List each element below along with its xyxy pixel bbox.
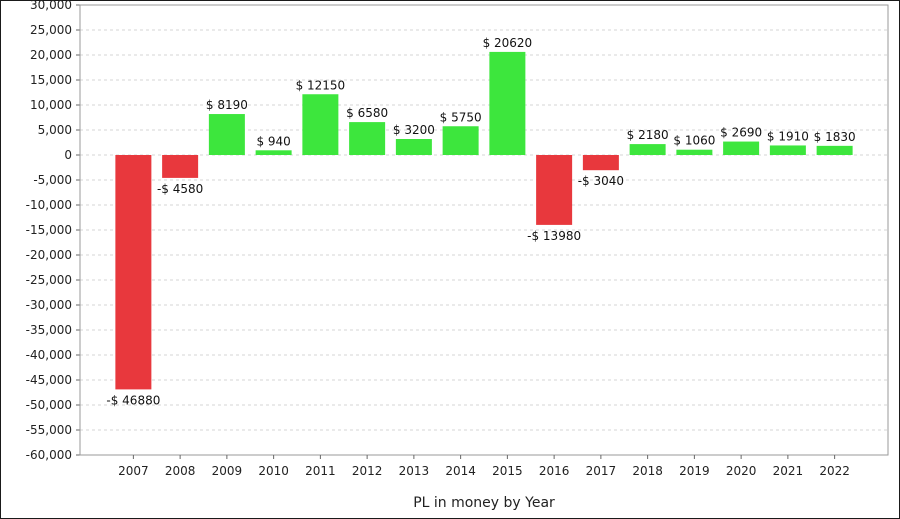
- gridlines: [80, 4, 888, 456]
- bar-2015: [489, 51, 526, 155]
- bar-2014: [442, 126, 479, 155]
- x-tick-label: 2020: [726, 464, 757, 478]
- bar-2019: [676, 149, 713, 155]
- data-label-2022: $ 1830: [814, 130, 856, 144]
- y-tick-label: 5,000: [38, 123, 72, 137]
- bars: [115, 51, 853, 390]
- y-axis: 30,000 25,000 20,000 15,000 10,000 5,000 0 -5,0…: [26, 0, 80, 462]
- y-tick-label: -5,000: [33, 173, 72, 187]
- y-tick-label: -55,000: [26, 423, 72, 437]
- data-label-2015: $ 20620: [483, 36, 533, 50]
- data-label-2011: $ 12150: [296, 78, 346, 92]
- bar-2012: [349, 122, 386, 155]
- data-label-2021: $ 1910: [767, 129, 809, 143]
- y-tick-label: -50,000: [26, 398, 72, 412]
- x-tick-label: 2016: [539, 464, 570, 478]
- data-label-2016: -$ 13980: [527, 229, 581, 243]
- bar-2018: [629, 144, 666, 155]
- x-tick-label: 2021: [773, 464, 804, 478]
- x-axis-title: PL in money by Year: [413, 495, 555, 511]
- bar-2020: [723, 141, 760, 155]
- plot-area: [79, 4, 889, 456]
- bar-2010: [255, 150, 292, 155]
- y-tick-label: 25,000: [30, 23, 72, 37]
- y-tick-label: -25,000: [26, 273, 72, 287]
- data-label-2020: $ 2690: [720, 126, 762, 140]
- y-tick-label: -40,000: [26, 348, 72, 362]
- y-tick-label: 20,000: [30, 48, 72, 62]
- data-label-2012: $ 6580: [346, 106, 388, 120]
- y-tick-label: -15,000: [26, 223, 72, 237]
- bar-2013: [395, 139, 432, 155]
- y-tick-label: -30,000: [26, 298, 72, 312]
- data-label-2013: $ 3200: [393, 123, 435, 137]
- y-tick-label: -10,000: [26, 198, 72, 212]
- y-tick-label: 10,000: [30, 98, 72, 112]
- data-label-2010: $ 940: [256, 134, 290, 148]
- y-tick-label: -20,000: [26, 248, 72, 262]
- bar-2008: [162, 155, 199, 178]
- data-labels: -$ 46880 -$ 4580 $ 8190 $ 940 $ 12150$ 6580 $…: [106, 36, 856, 407]
- y-tick-label: 0: [64, 148, 72, 162]
- data-label-2018: $ 2180: [627, 128, 669, 142]
- data-label-2008: -$ 4580: [157, 182, 203, 196]
- data-label-2007: -$ 46880: [106, 393, 160, 407]
- data-label-2017: -$ 3040: [578, 174, 624, 188]
- y-tick-label: -60,000: [26, 448, 72, 462]
- y-tick-label: -45,000: [26, 373, 72, 387]
- data-label-2019: $ 1060: [673, 134, 715, 148]
- x-tick-label: 2022: [819, 464, 850, 478]
- y-tick-label: 15,000: [30, 73, 72, 87]
- x-axis: 2007 2008 2009 2010 2011 2012 2013 2014 2015 2016…: [118, 455, 850, 478]
- data-label-2009: $ 8190: [206, 98, 248, 112]
- x-tick-label: 2012: [352, 464, 383, 478]
- x-tick-label: 2007: [118, 464, 149, 478]
- x-tick-label: 2017: [586, 464, 617, 478]
- data-label-2014: $ 5750: [440, 110, 482, 124]
- x-tick-label: 2019: [679, 464, 710, 478]
- y-tick-label: -35,000: [26, 323, 72, 337]
- bar-2022: [816, 145, 853, 155]
- x-tick-label: 2018: [632, 464, 663, 478]
- bar-2016: [536, 155, 573, 225]
- y-tick-label: 30,000: [30, 0, 72, 12]
- bar-2007: [115, 155, 152, 390]
- bar-2011: [302, 94, 339, 155]
- bar-2009: [208, 114, 245, 155]
- x-tick-label: 2009: [212, 464, 243, 478]
- x-tick-label: 2011: [305, 464, 336, 478]
- x-tick-label: 2008: [165, 464, 196, 478]
- x-tick-label: 2015: [492, 464, 523, 478]
- x-tick-label: 2014: [445, 464, 476, 478]
- bar-2017: [582, 155, 619, 171]
- x-tick-label: 2010: [258, 464, 289, 478]
- x-tick-label: 2013: [399, 464, 430, 478]
- bar-2021: [769, 145, 806, 155]
